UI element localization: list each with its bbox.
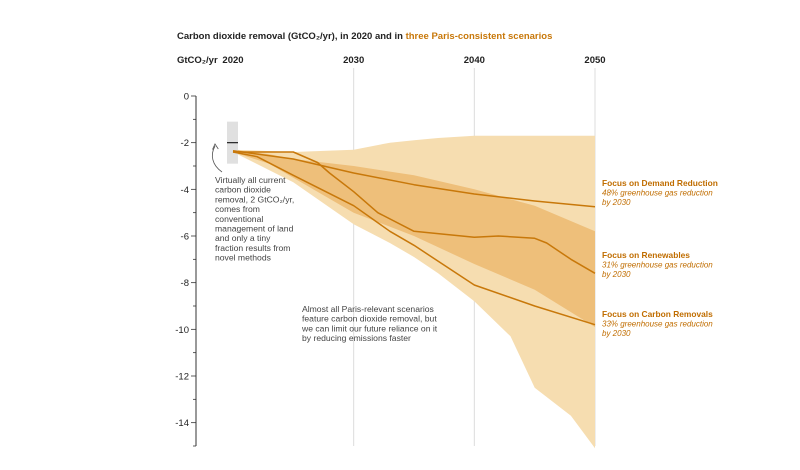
y-tick-label--8: -8: [181, 278, 189, 289]
series-label-subtitle-line: 33% greenhouse gas reduction: [602, 320, 713, 329]
y-axis-label: GtCO₂/yr: [177, 55, 218, 66]
annotation-current-line: fraction results from: [215, 243, 290, 253]
y-tick-label--14: -14: [175, 418, 189, 429]
chart-title-main: Carbon dioxide removal (GtCO₂/yr), in 20…: [177, 31, 406, 42]
annotation-current-line: novel methods: [215, 253, 271, 263]
y-tick-label--10: -10: [175, 325, 189, 336]
scenario-range-inner-band: [233, 149, 595, 327]
annotation-current-line: Virtually all current: [215, 175, 286, 185]
annotation-current-line: and only a tiny: [215, 233, 271, 243]
y-tick-label--4: -4: [181, 185, 189, 196]
y-tick-label-0: 0: [184, 92, 189, 103]
annotation-middle-line: by reducing emissions faster: [302, 333, 411, 343]
chart-title-highlight: three Paris-consistent scenarios: [406, 31, 553, 42]
series-line-focus-on-carbon-removals: [232, 151, 596, 326]
annotation-current-line: carbon dioxide: [215, 185, 271, 195]
y-tick-label--6: -6: [181, 232, 189, 243]
x-axis-ticks: 2020 2030 2040 2050: [222, 55, 605, 66]
annotation-current-line: management of land: [215, 224, 294, 234]
annotation-middle-line: feature carbon dioxide removal, but: [302, 314, 437, 324]
band-layer: [233, 135, 595, 449]
annotation-arrow: [211, 145, 223, 173]
annotation-current-line: removal, 2 GtCO₂/yr,: [215, 194, 294, 204]
series-line-focus-on-demand-reduction: [232, 150, 596, 208]
y-tick-label--2: -2: [181, 138, 189, 149]
series-label-subtitle-line: by 2030: [602, 270, 631, 279]
x-tick-label-2040: 2040: [464, 55, 485, 66]
series-label-subtitle: 31% greenhouse gas reduction by 2030: [602, 261, 713, 280]
x-tick-label-2030: 2030: [343, 55, 364, 66]
annotation-current-line: comes from: [215, 204, 260, 214]
series-label-subtitle-line: by 2030: [602, 329, 631, 338]
series-label-name: Focus on Carbon Removals: [602, 309, 713, 319]
series-label-name: Focus on Demand Reduction: [602, 178, 718, 188]
current-2020-layer: [227, 121, 238, 164]
annotation-current-line: conventional: [215, 214, 263, 224]
series-label-name: Focus on Renewables: [602, 250, 690, 260]
series-label-subtitle-line: 31% greenhouse gas reduction: [602, 261, 713, 270]
series-label-subtitle-line: by 2030: [602, 198, 631, 207]
series-label-subtitle: 33% greenhouse gas reduction by 2030: [602, 320, 713, 339]
annotation-middle-line: Almost all Paris-relevant scenarios: [302, 304, 434, 314]
annotation-middle-line: we can limit our future reliance on it: [301, 323, 438, 333]
series-label-subtitle: 48% greenhouse gas reduction by 2030: [602, 189, 713, 208]
x-tick-label-2050: 2050: [584, 55, 605, 66]
series-label-subtitle-line: 48% greenhouse gas reduction: [602, 189, 713, 198]
x-tick-label-2020: 2020: [222, 55, 243, 66]
annotation-middle: Almost all Paris-relevant scenariosfeatu…: [301, 304, 438, 343]
y-axis: 0 -2 -4 -6 -8 -10 -12 -14: [175, 92, 197, 447]
y-tick-label--12: -12: [175, 372, 189, 383]
annotation-arrow-head: [212, 143, 219, 150]
series-line-focus-on-renewables: [233, 151, 596, 274]
chart-title: Carbon dioxide removal (GtCO₂/yr), in 20…: [177, 31, 552, 42]
series-lines-layer: [232, 150, 596, 326]
